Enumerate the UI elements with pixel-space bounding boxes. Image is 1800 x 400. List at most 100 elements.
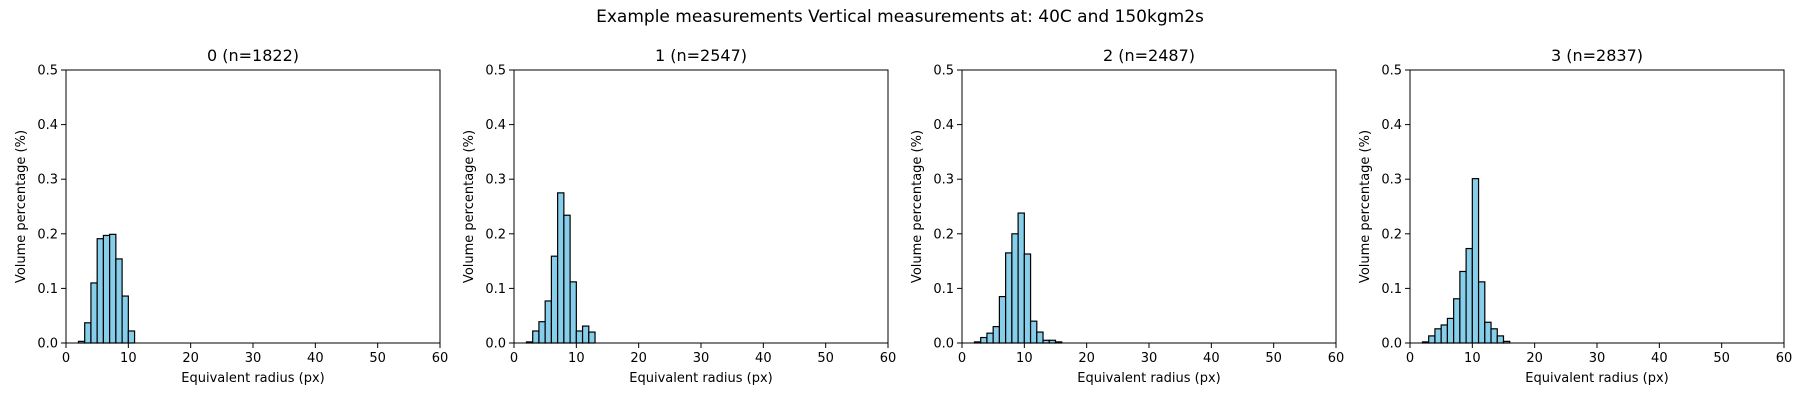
histogram-bar bbox=[1434, 328, 1442, 344]
y-tick-label: 0.1 bbox=[933, 282, 954, 297]
x-tick-label: 60 bbox=[1328, 351, 1345, 366]
histogram-bar bbox=[1029, 320, 1038, 344]
histogram-bar bbox=[980, 336, 988, 344]
histogram-bar bbox=[563, 214, 571, 344]
histogram-bar bbox=[1023, 253, 1032, 344]
x-tick-label: 20 bbox=[182, 351, 199, 366]
subplot-title: 1 (n=2547) bbox=[655, 46, 747, 65]
x-tick-label: 20 bbox=[630, 351, 647, 366]
x-tick-label: 20 bbox=[1078, 351, 1095, 366]
subplot-title: 0 (n=1822) bbox=[207, 46, 299, 65]
y-tick-label: 0.3 bbox=[1381, 173, 1402, 188]
histogram-bar bbox=[1011, 233, 1019, 344]
x-tick-label: 10 bbox=[1464, 351, 1481, 366]
histogram-bar bbox=[1490, 328, 1498, 344]
x-tick-label: 0 bbox=[1406, 351, 1414, 366]
x-tick-label: 0 bbox=[62, 351, 70, 366]
subplot-0: 0 (n=1822) 0 10 20 30 40 50 60 0.0 0.1 0.2 0.3 0.4 0.… bbox=[14, 46, 448, 386]
x-tick-label: 60 bbox=[1776, 351, 1793, 366]
histogram-bar bbox=[1440, 324, 1448, 344]
histogram-bar bbox=[1036, 331, 1044, 344]
y-tick-label: 0.0 bbox=[37, 337, 58, 352]
histogram-bar bbox=[1496, 335, 1505, 344]
histogram-bar bbox=[986, 332, 994, 344]
histogram-bar bbox=[532, 330, 540, 344]
x-tick-label: 30 bbox=[693, 351, 710, 366]
x-tick-label: 40 bbox=[1203, 351, 1220, 366]
x-axis-label: Equivalent radius (px) bbox=[1525, 371, 1668, 386]
x-tick-label: 10 bbox=[568, 351, 585, 366]
y-tick-label: 0.4 bbox=[485, 118, 506, 133]
histogram-bar bbox=[557, 192, 565, 344]
y-tick-label: 0.3 bbox=[485, 173, 506, 188]
x-tick-label: 60 bbox=[880, 351, 897, 366]
y-tick-label: 0.0 bbox=[933, 337, 954, 352]
y-axis-label: Volume percentage (%) bbox=[14, 130, 29, 283]
histogram-bar bbox=[1446, 317, 1455, 344]
x-tick-label: 50 bbox=[1265, 351, 1282, 366]
axes-frame bbox=[65, 69, 441, 344]
y-tick-label: 0.3 bbox=[37, 173, 58, 188]
histogram-bar bbox=[1484, 321, 1492, 344]
histogram-bar bbox=[998, 295, 1007, 344]
y-tick-label: 0.5 bbox=[37, 64, 58, 79]
histogram-bar bbox=[550, 255, 559, 344]
y-tick-label: 0.1 bbox=[485, 282, 506, 297]
x-tick-label: 30 bbox=[1141, 351, 1158, 366]
histogram-bar bbox=[127, 330, 136, 344]
histogram-bar bbox=[1477, 281, 1486, 344]
histogram-bar bbox=[569, 281, 577, 344]
histogram-bar bbox=[538, 321, 546, 344]
y-tick-label: 0.4 bbox=[1381, 118, 1402, 133]
y-tick-label: 0.4 bbox=[37, 118, 58, 133]
histogram-bar bbox=[84, 322, 92, 344]
y-tick-label: 0.5 bbox=[933, 64, 954, 79]
x-tick-label: 50 bbox=[369, 351, 386, 366]
histogram-bar bbox=[588, 331, 596, 344]
histogram-bar bbox=[1453, 298, 1461, 344]
histogram-bar bbox=[1428, 335, 1436, 344]
y-tick-label: 0.5 bbox=[485, 64, 506, 79]
histogram-bar bbox=[575, 330, 584, 344]
histogram-bar bbox=[115, 258, 123, 344]
histogram-bar bbox=[102, 234, 111, 344]
x-axis-label: Equivalent radius (px) bbox=[629, 371, 772, 386]
y-tick-label: 0.0 bbox=[485, 337, 506, 352]
histogram-bar bbox=[1005, 252, 1013, 344]
y-tick-label: 0.2 bbox=[1381, 227, 1402, 242]
histogram-bar bbox=[544, 300, 553, 344]
axes-frame bbox=[1409, 69, 1785, 344]
x-tick-label: 30 bbox=[1589, 351, 1606, 366]
x-tick-label: 0 bbox=[510, 351, 518, 366]
subplot-title: 2 (n=2487) bbox=[1103, 46, 1195, 65]
axes-frame bbox=[513, 69, 889, 344]
x-tick-label: 40 bbox=[307, 351, 324, 366]
y-tick-label: 0.2 bbox=[933, 227, 954, 242]
y-tick-label: 0.1 bbox=[1381, 282, 1402, 297]
y-tick-label: 0.2 bbox=[37, 227, 58, 242]
x-tick-label: 0 bbox=[958, 351, 966, 366]
x-tick-label: 50 bbox=[1713, 351, 1730, 366]
x-tick-label: 10 bbox=[1016, 351, 1033, 366]
histogram-bar bbox=[121, 295, 129, 344]
histogram-bar bbox=[96, 238, 104, 344]
x-tick-label: 30 bbox=[245, 351, 262, 366]
x-tick-label: 50 bbox=[817, 351, 834, 366]
subplot-2: 2 (n=2487) 0 10 20 30 40 50 60 0.0 0.1 0.2 0.3 0.4 0.… bbox=[910, 46, 1344, 386]
y-tick-label: 0.2 bbox=[485, 227, 506, 242]
figure-title: Example measurements Vertical measuremen… bbox=[596, 7, 1204, 27]
histogram-bar bbox=[109, 233, 117, 344]
subplot-title: 3 (n=2837) bbox=[1551, 46, 1643, 65]
y-tick-label: 0.3 bbox=[933, 173, 954, 188]
x-tick-label: 40 bbox=[755, 351, 772, 366]
y-tick-label: 0.1 bbox=[37, 282, 58, 297]
y-axis-label: Volume percentage (%) bbox=[1358, 130, 1373, 283]
y-tick-label: 0.0 bbox=[1381, 337, 1402, 352]
x-tick-label: 10 bbox=[120, 351, 137, 366]
x-tick-label: 60 bbox=[432, 351, 449, 366]
histogram-bar bbox=[1459, 270, 1467, 344]
histogram-bar bbox=[1017, 212, 1025, 344]
axes-frame bbox=[961, 69, 1337, 344]
x-tick-label: 20 bbox=[1526, 351, 1543, 366]
